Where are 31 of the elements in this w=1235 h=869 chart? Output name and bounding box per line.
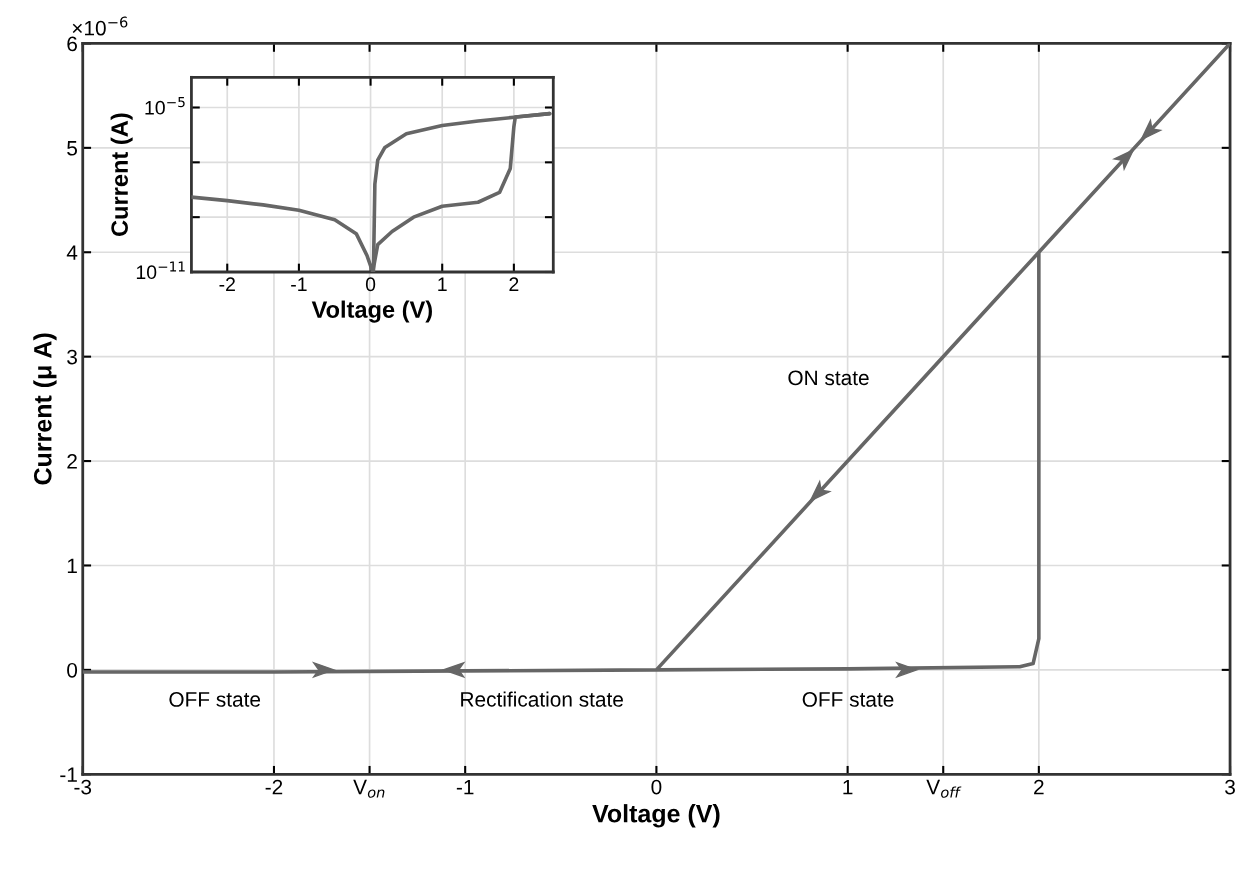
annotation: OFF state (802, 692, 894, 707)
x-axis-title: Voltage (V) (592, 804, 720, 828)
x-tick-label: 0 (651, 779, 662, 795)
y-axis-title: Current (A) (110, 113, 133, 236)
x-tick-label: 1 (843, 779, 853, 795)
annotation: Rectification state (461, 691, 623, 707)
x-tick-label: -1 (291, 277, 307, 291)
x-tick-label: V$_{off}$ (926, 779, 962, 798)
y-axis-title: Current (μ A) (33, 333, 57, 485)
y-tick-label: 2 (67, 454, 77, 469)
x-tick-label: 0 (365, 277, 376, 292)
x-tick-label: V$_{on}$ (353, 779, 385, 798)
y-tick-label: 5 (67, 141, 78, 156)
x-tick-label: -1 (456, 779, 474, 795)
annotation: ON state (788, 370, 869, 386)
y-tick-label: 1 (67, 558, 77, 574)
x-tick-label: -2 (265, 779, 283, 795)
x-axis-title: Voltage (V) (311, 300, 432, 323)
y-tick-label: 10$^{−5}$ (145, 97, 185, 115)
x-tick-label: -2 (219, 277, 235, 291)
x-tick-label: 3 (1225, 779, 1235, 795)
y-tick-label: 3 (67, 349, 77, 365)
text: ×10$^{−6}$ (72, 16, 128, 36)
annotation: OFF state (169, 692, 261, 707)
x-tick-label: 2 (509, 277, 519, 291)
x-tick-label: 1 (438, 277, 447, 291)
y-tick-label: 4 (66, 245, 78, 260)
y-tick-label: 0 (67, 662, 78, 678)
y-tick-label: 10$^{−11}$ (136, 261, 185, 280)
y-tick-label: 6 (67, 36, 77, 52)
x-tick-label: 2 (1034, 779, 1044, 795)
